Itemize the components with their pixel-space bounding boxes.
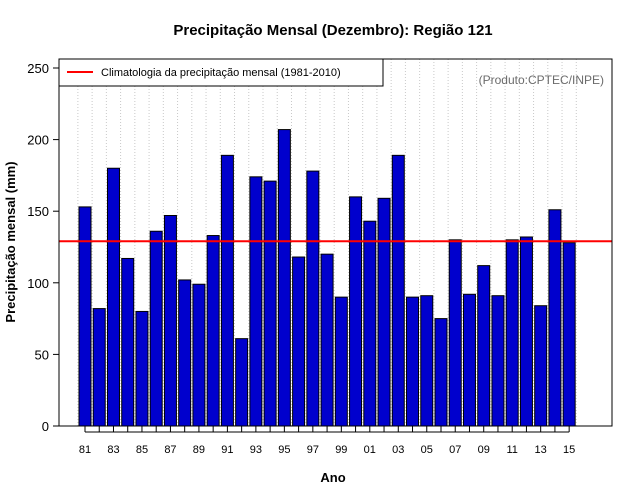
bar-09 xyxy=(477,265,491,427)
bar-11 xyxy=(505,239,519,427)
bar-89 xyxy=(192,283,206,427)
x-tick-label: 85 xyxy=(136,444,148,456)
x-tick-label: 95 xyxy=(278,444,290,456)
x-tick-label: 91 xyxy=(221,444,233,456)
y-tick-label: 0 xyxy=(42,419,49,434)
bars-group xyxy=(78,129,576,427)
x-tick-label: 93 xyxy=(250,444,262,456)
bar-90 xyxy=(206,235,220,427)
bar-88 xyxy=(178,279,192,427)
bar-01 xyxy=(363,220,377,427)
bar-06 xyxy=(434,318,448,427)
x-tick-label: 83 xyxy=(107,444,119,456)
bar-82 xyxy=(92,308,106,427)
y-axis-label: Precipitação mensal (mm) xyxy=(3,161,18,322)
x-axis-label: Ano xyxy=(320,470,345,485)
bar-93 xyxy=(249,176,263,427)
legend-label: Climatologia da precipitação mensal (198… xyxy=(101,67,341,79)
y-tick-label: 250 xyxy=(27,61,49,76)
x-tick-label: 05 xyxy=(421,444,433,456)
bar-03 xyxy=(391,154,405,427)
x-tick-label: 11 xyxy=(506,444,517,456)
bar-84 xyxy=(121,257,135,427)
x-tick-label: 03 xyxy=(392,444,404,456)
bar-12 xyxy=(519,236,533,427)
bar-07 xyxy=(448,239,462,427)
bar-85 xyxy=(135,310,149,427)
x-axis: 81 83 85 87 89 91 93 95 97 99 01 03 05 07 09 11 13 15 xyxy=(79,426,575,456)
legend: Climatologia da precipitação mensal (198… xyxy=(58,58,384,87)
source-note: (Produto:CPTEC/INPE) xyxy=(479,73,604,87)
bar-10 xyxy=(491,295,505,427)
bar-04 xyxy=(406,296,420,427)
bar-83 xyxy=(106,167,120,427)
x-tick-label: 99 xyxy=(335,444,347,456)
bar-13 xyxy=(534,305,548,427)
bar-94 xyxy=(263,180,277,427)
x-tick-label: 13 xyxy=(535,444,547,456)
bar-96 xyxy=(292,256,306,427)
y-tick-label: 200 xyxy=(27,133,49,148)
bar-81 xyxy=(78,206,92,427)
bar-98 xyxy=(320,253,334,427)
legend-box xyxy=(58,58,384,87)
x-tick-label: 87 xyxy=(164,444,176,456)
grid-lines xyxy=(77,59,577,426)
bar-00 xyxy=(349,196,363,427)
x-tick-label: 09 xyxy=(478,444,490,456)
bar-91 xyxy=(220,154,234,427)
x-tick-label: 15 xyxy=(563,444,575,456)
bar-97 xyxy=(306,170,320,427)
y-tick-label: 50 xyxy=(35,347,49,362)
bar-86 xyxy=(149,230,163,427)
x-tick-label: 07 xyxy=(449,444,461,456)
bar-08 xyxy=(462,293,476,427)
x-tick-label: 01 xyxy=(364,444,376,456)
y-axis: 0 50 100 150 200 250 xyxy=(27,61,60,434)
bar-02 xyxy=(377,197,391,427)
bar-92 xyxy=(235,338,249,427)
chart-title: Precipitação Mensal (Dezembro): Região 1… xyxy=(173,22,492,39)
bar-15 xyxy=(562,242,576,427)
y-tick-label: 150 xyxy=(27,204,49,219)
bar-99 xyxy=(334,296,348,427)
bar-87 xyxy=(163,215,177,427)
x-tick-label: 89 xyxy=(193,444,205,456)
x-tick-label: 97 xyxy=(307,444,319,456)
x-tick-label: 81 xyxy=(79,444,91,456)
bar-95 xyxy=(277,129,291,427)
y-tick-label: 100 xyxy=(27,276,49,291)
bar-05 xyxy=(420,295,434,427)
